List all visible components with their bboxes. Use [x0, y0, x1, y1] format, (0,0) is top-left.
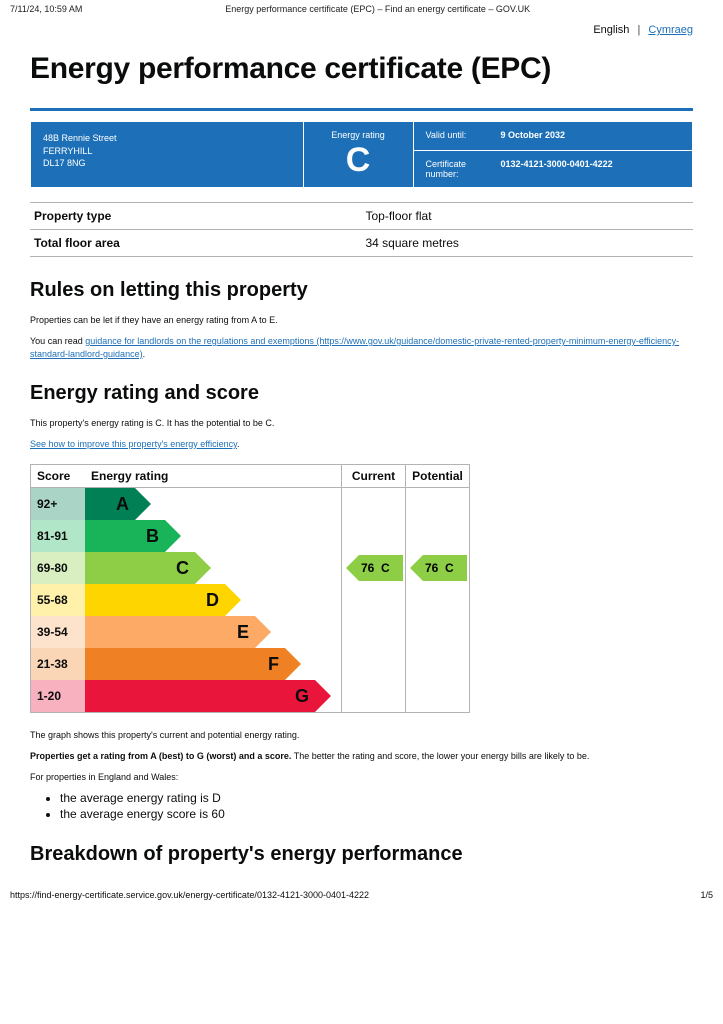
property-type-label: Property type [30, 203, 362, 230]
valid-until-value: 9 October 2032 [501, 130, 680, 142]
potential-marker: 76 C [423, 555, 467, 581]
print-timestamp: 7/11/24, 10:59 AM [10, 4, 82, 14]
summary-address: 48B Rennie Street FERRYHILL DL17 8NG [31, 122, 304, 187]
lang-english: English [593, 24, 629, 36]
rating-label: Energy rating [304, 130, 413, 140]
band-score: 92+ [31, 488, 85, 520]
band-score: 81-91 [31, 520, 85, 552]
landlord-guidance-link[interactable]: guidance for landlords on the regulation… [30, 336, 679, 359]
band-score: 39-54 [31, 616, 85, 648]
rating-letter: C [304, 142, 413, 179]
rating-p1: This property's energy rating is C. It h… [30, 417, 693, 430]
print-doc-title: Energy performance certificate (EPC) – F… [225, 4, 530, 14]
property-type-value: Top-floor flat [362, 203, 694, 230]
table-row: Total floor area 34 square metres [30, 230, 693, 257]
floor-area-value: 34 square metres [362, 230, 694, 257]
table-row: Property type Top-floor flat [30, 203, 693, 230]
explain-p2: Properties get a rating from A (best) to… [30, 750, 693, 763]
rating-section-heading: Energy rating and score [30, 382, 693, 405]
chart-col-current: Current [341, 465, 405, 487]
current-marker: 76 C [359, 555, 403, 581]
improve-efficiency-link[interactable]: See how to improve this property's energ… [30, 439, 237, 449]
band-score: 55-68 [31, 584, 85, 616]
rules-p1: Properties can be let if they have an en… [30, 314, 693, 327]
print-footer: https://find-energy-certificate.service.… [0, 886, 723, 904]
band-bar: F [85, 648, 285, 680]
summary-box: 48B Rennie Street FERRYHILL DL17 8NG Ene… [30, 121, 693, 188]
lang-separator: | [637, 24, 640, 36]
rating-chart: Score Energy rating Current Potential 92… [30, 464, 470, 713]
address-line-3: DL17 8NG [43, 157, 291, 170]
band-bar: E [85, 616, 255, 648]
chart-col-rating: Energy rating [85, 465, 341, 487]
breakdown-heading: Breakdown of property's energy performan… [30, 843, 693, 866]
page-title: Energy performance certificate (EPC) [30, 52, 693, 86]
chart-col-score: Score [31, 465, 85, 487]
address-line-1: 48B Rennie Street [43, 132, 291, 145]
cert-number-label: Certificate number: [426, 159, 501, 179]
band-bar: C [85, 552, 195, 584]
print-header: 7/11/24, 10:59 AM Energy performance cer… [0, 0, 723, 18]
band-bar: A [85, 488, 135, 520]
band-score: 21-38 [31, 648, 85, 680]
print-page: 1/5 [700, 890, 713, 900]
band-score: 69-80 [31, 552, 85, 584]
print-url: https://find-energy-certificate.service.… [10, 890, 369, 900]
explain-p3: For properties in England and Wales: [30, 771, 693, 784]
rules-heading: Rules on letting this property [30, 279, 693, 302]
cert-number-value: 0132-4121-3000-0401-4222 [501, 159, 680, 179]
band-score: 1-20 [31, 680, 85, 712]
list-item: the average energy score is 60 [60, 807, 693, 821]
band-bar: G [85, 680, 315, 712]
summary-rating: Energy rating C [304, 122, 414, 187]
list-item: the average energy rating is D [60, 791, 693, 805]
lang-cymraeg-link[interactable]: Cymraeg [648, 24, 693, 36]
address-line-2: FERRYHILL [43, 145, 291, 158]
floor-area-label: Total floor area [30, 230, 362, 257]
language-switcher: English | Cymraeg [30, 18, 693, 44]
rules-p2: You can read guidance for landlords on t… [30, 335, 693, 360]
chart-col-potential: Potential [405, 465, 469, 487]
title-rule [30, 108, 693, 111]
explain-p1: The graph shows this property's current … [30, 729, 693, 742]
averages-list: the average energy rating is D the avera… [60, 791, 693, 821]
valid-until-label: Valid until: [426, 130, 501, 142]
band-bar: D [85, 584, 225, 616]
band-bar: B [85, 520, 165, 552]
property-table: Property type Top-floor flat Total floor… [30, 202, 693, 257]
